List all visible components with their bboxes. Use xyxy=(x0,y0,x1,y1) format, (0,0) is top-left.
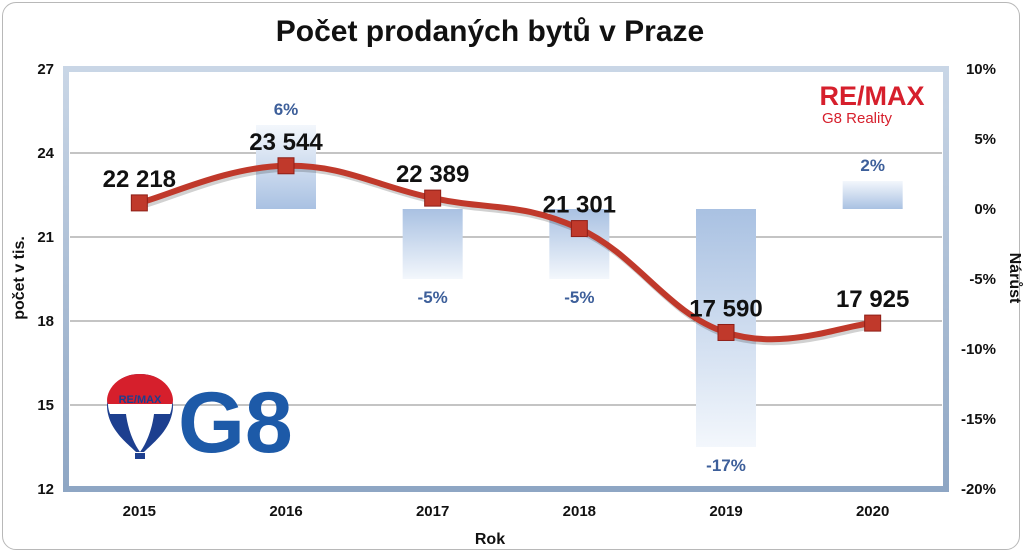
sales-value-label: 22 218 xyxy=(103,166,176,193)
right-axis-ticks: -20% -15% -10% -5% 0% 5% 10% xyxy=(961,61,996,498)
x-tick-label: 2018 xyxy=(563,503,596,520)
x-tick-label: 2017 xyxy=(416,503,449,520)
sales-marker xyxy=(864,314,882,332)
g8-logo-text: G8 xyxy=(178,375,293,471)
sales-marker xyxy=(130,194,148,212)
right-tick-label: 10% xyxy=(966,61,996,78)
sales-value-label: 23 544 xyxy=(249,129,323,156)
remax-brand-text: RE/MAX xyxy=(819,81,924,111)
x-axis-ticks: 2015 2016 2017 2018 2019 2020 xyxy=(123,503,890,520)
x-tick-label: 2019 xyxy=(709,503,742,520)
left-tick-label: 15 xyxy=(37,397,54,414)
right-tick-label: 5% xyxy=(974,131,996,148)
growth-label: -17% xyxy=(706,456,746,475)
sales-marker xyxy=(424,189,442,207)
sales-value-label: 17 590 xyxy=(689,295,762,322)
chart-title: Počet prodaných bytů v Praze xyxy=(276,15,704,48)
remax-brand-logo: RE/MAX G8 Reality xyxy=(819,81,924,127)
sales-labels: 22 218 23 544 22 389 21 301 17 590 17 925 xyxy=(103,129,910,323)
x-tick-label: 2016 xyxy=(269,503,302,520)
growth-labels: 6% -5% -5% -17% 2% xyxy=(274,100,885,475)
x-tick-label: 2020 xyxy=(856,503,889,520)
right-tick-label: -20% xyxy=(961,481,996,498)
left-tick-label: 24 xyxy=(37,145,54,162)
balloon-text: RE/MAX xyxy=(119,394,162,406)
left-axis-ticks: 12 15 18 21 24 27 xyxy=(37,61,54,498)
growth-label: -5% xyxy=(418,288,448,307)
sales-value-label: 21 301 xyxy=(543,192,616,219)
sales-marker xyxy=(717,323,735,341)
right-axis-label: Nárůst xyxy=(1006,253,1023,304)
growth-bar xyxy=(402,209,463,279)
sales-marker xyxy=(277,157,295,175)
x-tick-label: 2015 xyxy=(123,503,156,520)
right-tick-label: 0% xyxy=(974,201,996,218)
remax-balloon-logo: RE/MAX G8 xyxy=(107,374,293,471)
left-tick-label: 27 xyxy=(37,61,54,78)
plot-area xyxy=(70,73,942,485)
gridlines xyxy=(70,152,942,406)
growth-label: -5% xyxy=(564,288,594,307)
left-axis-label: počet v tis. xyxy=(11,236,28,320)
growth-bar xyxy=(842,181,903,209)
plot-area-border xyxy=(63,66,949,492)
left-tick-label: 18 xyxy=(37,313,54,330)
sales-value-label: 17 925 xyxy=(836,286,909,313)
sales-line-path xyxy=(136,162,876,343)
growth-label: 6% xyxy=(274,100,299,119)
sales-value-label: 22 389 xyxy=(396,161,469,188)
right-tick-label: -5% xyxy=(969,271,996,288)
remax-brand-subtext: G8 Reality xyxy=(822,110,893,127)
right-tick-label: -10% xyxy=(961,341,996,358)
growth-label: 2% xyxy=(860,156,885,175)
x-axis-label: Rok xyxy=(475,531,505,548)
left-tick-label: 21 xyxy=(37,229,54,246)
left-tick-label: 12 xyxy=(37,481,54,498)
right-tick-label: -15% xyxy=(961,411,996,428)
sales-marker xyxy=(570,220,588,238)
sales-line xyxy=(130,157,882,346)
